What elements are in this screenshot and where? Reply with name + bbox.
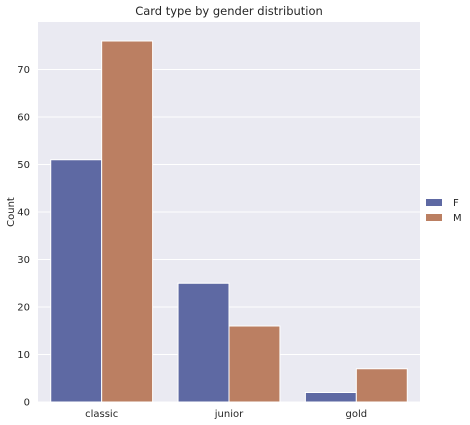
y-tick-label: 70 bbox=[17, 65, 30, 76]
legend-label: F bbox=[453, 198, 459, 209]
x-tick-label: junior bbox=[214, 409, 244, 420]
bar-junior-M bbox=[229, 326, 280, 402]
legend: FM bbox=[426, 198, 462, 224]
legend-swatch-M bbox=[426, 214, 442, 221]
y-tick-label: 60 bbox=[17, 113, 30, 124]
y-tick-label: 40 bbox=[17, 208, 30, 219]
y-tick-label: 30 bbox=[17, 255, 30, 266]
y-tick-label: 20 bbox=[17, 303, 30, 314]
bar-gold-M bbox=[356, 369, 407, 402]
x-tick-label: gold bbox=[346, 409, 368, 420]
legend-swatch-F bbox=[426, 199, 442, 206]
x-axis-ticks: classic junior gold bbox=[85, 409, 367, 420]
bar-classic-F bbox=[51, 160, 102, 402]
y-tick-label: 0 bbox=[24, 398, 30, 409]
y-tick-label: 10 bbox=[17, 350, 30, 361]
y-tick-label: 50 bbox=[17, 160, 30, 171]
chart-title: Card type by gender distribution bbox=[135, 4, 323, 18]
legend-label: M bbox=[453, 213, 462, 224]
bar-classic-M bbox=[102, 41, 153, 402]
bar-gold-F bbox=[305, 393, 356, 403]
y-axis-ticks: 0 10 20 30 40 50 60 70 bbox=[17, 65, 30, 409]
bar-junior-F bbox=[178, 283, 229, 402]
x-tick-label: classic bbox=[85, 409, 118, 420]
y-axis-label: Count bbox=[6, 197, 17, 227]
